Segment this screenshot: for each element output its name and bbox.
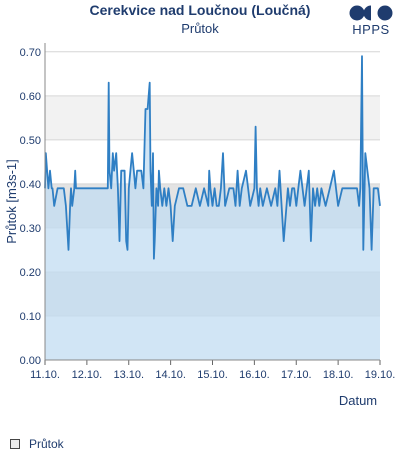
legend-swatch (10, 439, 20, 449)
y-tick-label: 0.60 (20, 91, 41, 103)
x-tick-label: 19.10. (365, 369, 396, 381)
logo-text: HPPS (352, 22, 390, 37)
y-tick-label: 0.50 (20, 135, 41, 147)
y-tick-label: 0.40 (20, 179, 41, 191)
x-tick-label: 16.10. (239, 369, 270, 381)
x-tick-label: 11.10. (30, 369, 60, 381)
x-tick-label: 14.10. (155, 369, 186, 381)
x-tick-label: 13.10. (113, 369, 144, 381)
x-tick-label: 18.10. (323, 369, 354, 381)
series-line (44, 55, 381, 260)
chart-title: Cerekvice nad Loučnou (Loučná) (89, 2, 311, 18)
y-tick-label: 0.00 (20, 355, 41, 367)
chart-subtitle: Průtok (181, 21, 219, 36)
legend-label: Průtok (29, 437, 64, 451)
x-tick-label: 12.10. (72, 369, 103, 381)
x-axis-title: Datum (339, 393, 377, 408)
y-axis-title: Průtok [m3s-1] (4, 159, 19, 244)
y-tick-label: 0.20 (20, 267, 41, 279)
hpps-logo-icon (349, 5, 393, 21)
y-tick-label: 0.30 (20, 223, 41, 235)
x-tick-label: 17.10. (281, 369, 312, 381)
flow-chart: 0.00 0.10 0.20 0.30 0.40 0.50 0.60 0.70 11.10. 12… (4, 43, 396, 408)
x-tick-label: 15.10. (197, 369, 228, 381)
plot-band (45, 95, 380, 140)
y-tick-label: 0.70 (20, 47, 41, 59)
hpps-logo: HPPS (348, 5, 394, 41)
series-area (45, 56, 380, 360)
y-tick-label: 0.10 (20, 311, 41, 323)
legend[interactable]: Průtok (10, 437, 64, 451)
